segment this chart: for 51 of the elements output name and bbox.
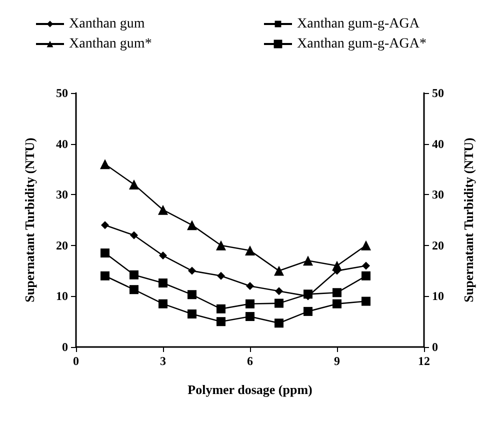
y-tick-label: 40 [56, 136, 68, 151]
point [217, 272, 225, 280]
point [158, 299, 168, 308]
y2-tick-label: 20 [432, 238, 444, 252]
y-tick-label: 0 [62, 340, 68, 354]
point [274, 318, 284, 328]
y-tick-label: 20 [56, 238, 68, 252]
point [100, 271, 110, 280]
x-tick-label: 12 [418, 354, 430, 368]
y-tick-label: 10 [56, 289, 68, 304]
point [188, 309, 196, 318]
point [245, 245, 255, 256]
point [129, 179, 139, 190]
y2-tick-label: 40 [432, 136, 444, 151]
y2-tick-label: 50 [432, 86, 444, 100]
point [159, 252, 167, 260]
point [188, 266, 196, 275]
point [216, 317, 226, 326]
x-tick-label: 0 [73, 354, 79, 368]
point [246, 282, 254, 290]
point [274, 266, 284, 276]
point [362, 296, 370, 306]
point [158, 204, 168, 215]
point [130, 285, 138, 294]
legend-label: Xanthan gum-g-AGA* [297, 36, 426, 52]
x-tick-label: 3 [160, 354, 166, 368]
point [275, 287, 283, 296]
point [362, 262, 370, 270]
point [130, 231, 138, 240]
y2-tick-label: 10 [432, 289, 444, 304]
legend-label: Xanthan gum* [69, 36, 152, 52]
point [100, 159, 110, 170]
x-axis-title: Polymer dosage (ppm) [188, 382, 312, 397]
point [303, 256, 313, 266]
x-tick-label: 9 [334, 354, 340, 368]
legend-label: Xanthan gum-g-AGA [297, 16, 420, 32]
y-tick-label: 50 [56, 86, 68, 100]
x-tick-label: 6 [247, 354, 253, 368]
point [304, 306, 312, 316]
y2-axis-title: Supernatant Turbidity (NTU) [461, 138, 476, 302]
point [246, 312, 254, 322]
y2-tick-label: 30 [432, 188, 444, 202]
y-axis-title: Supernatant Turbidity (NTU) [22, 138, 37, 302]
y-tick-label: 30 [56, 188, 68, 202]
point [101, 221, 109, 230]
point [187, 220, 197, 230]
point [361, 240, 371, 250]
y2-tick-label: 0 [432, 340, 438, 354]
legend-label: Xanthan gum [69, 16, 145, 32]
point [216, 240, 226, 250]
point [332, 299, 342, 308]
